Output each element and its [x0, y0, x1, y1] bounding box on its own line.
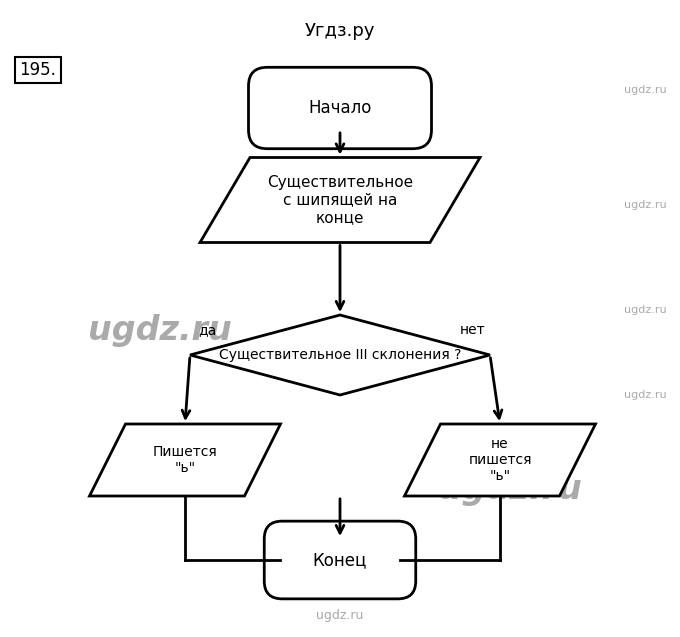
Text: ugdz.ru: ugdz.ru — [88, 313, 232, 347]
Text: ugdz.ru: ugdz.ru — [316, 608, 364, 622]
Text: Угдз.ру: Угдз.ру — [305, 22, 375, 40]
Text: ugdz.ru: ugdz.ru — [624, 390, 666, 400]
Text: 195.: 195. — [20, 61, 56, 79]
Text: ugdz.ru: ugdz.ru — [624, 305, 666, 315]
Text: Существительное III склонения ?: Существительное III склонения ? — [219, 348, 461, 362]
Text: нет: нет — [460, 323, 485, 337]
Text: не
пишется
"ь": не пишется "ь" — [469, 437, 532, 483]
Text: ugdz.ru: ugdz.ru — [624, 200, 666, 210]
Polygon shape — [190, 315, 490, 395]
FancyBboxPatch shape — [248, 68, 432, 148]
Text: да: да — [198, 323, 216, 337]
Text: Существительное
с шипящей на
конце: Существительное с шипящей на конце — [267, 175, 413, 225]
FancyBboxPatch shape — [265, 521, 415, 599]
Text: Начало: Начало — [308, 99, 372, 117]
Text: ugdz.ru: ugdz.ru — [438, 473, 582, 506]
Text: ugdz.ru: ugdz.ru — [624, 85, 666, 95]
Text: Конец: Конец — [313, 551, 367, 569]
Text: Пишется
"ь": Пишется "ь" — [152, 445, 218, 475]
Polygon shape — [200, 157, 480, 243]
Polygon shape — [90, 424, 280, 496]
Polygon shape — [405, 424, 596, 496]
